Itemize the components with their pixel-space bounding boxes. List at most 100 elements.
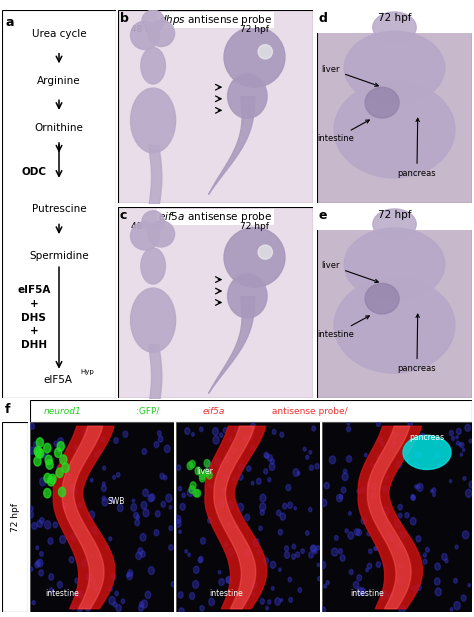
Ellipse shape — [365, 283, 399, 314]
Circle shape — [199, 557, 203, 562]
Circle shape — [123, 431, 128, 437]
Circle shape — [252, 593, 255, 597]
Circle shape — [154, 442, 159, 448]
Circle shape — [30, 423, 35, 429]
Circle shape — [264, 558, 268, 564]
Circle shape — [155, 511, 160, 517]
Circle shape — [294, 507, 297, 510]
Circle shape — [258, 245, 273, 259]
Circle shape — [223, 428, 227, 433]
FancyBboxPatch shape — [118, 207, 313, 398]
Circle shape — [76, 590, 82, 597]
Circle shape — [138, 605, 144, 611]
Ellipse shape — [130, 88, 176, 153]
Circle shape — [195, 489, 201, 497]
Text: 72 hpf: 72 hpf — [240, 222, 269, 231]
Circle shape — [416, 452, 420, 458]
Circle shape — [87, 586, 90, 589]
Circle shape — [128, 569, 133, 576]
Circle shape — [349, 569, 353, 574]
Circle shape — [72, 605, 75, 610]
Circle shape — [301, 549, 304, 553]
Circle shape — [375, 547, 378, 550]
Circle shape — [142, 211, 164, 233]
Circle shape — [367, 532, 370, 536]
Circle shape — [357, 489, 361, 494]
Circle shape — [270, 561, 276, 568]
Circle shape — [284, 552, 290, 558]
Circle shape — [49, 474, 56, 484]
Text: 72 hpf: 72 hpf — [378, 210, 411, 220]
Circle shape — [306, 455, 309, 459]
Circle shape — [312, 426, 316, 431]
Circle shape — [85, 603, 91, 611]
Circle shape — [257, 550, 261, 553]
Circle shape — [218, 571, 221, 574]
Circle shape — [161, 502, 165, 507]
Circle shape — [29, 507, 33, 511]
Circle shape — [445, 559, 448, 563]
Circle shape — [138, 548, 143, 554]
Circle shape — [179, 608, 184, 615]
Circle shape — [423, 559, 427, 564]
Circle shape — [451, 437, 455, 441]
Circle shape — [219, 501, 224, 507]
Circle shape — [356, 529, 362, 536]
Circle shape — [309, 552, 313, 558]
Circle shape — [36, 546, 39, 550]
Circle shape — [140, 534, 146, 541]
Circle shape — [280, 432, 284, 437]
Circle shape — [200, 472, 205, 479]
Circle shape — [127, 573, 132, 580]
Circle shape — [411, 495, 414, 498]
Circle shape — [228, 523, 230, 526]
Text: +: + — [29, 299, 38, 309]
Circle shape — [110, 498, 113, 502]
Circle shape — [399, 605, 405, 613]
Text: liver: liver — [322, 65, 378, 86]
Circle shape — [54, 441, 58, 446]
Circle shape — [36, 560, 40, 566]
Circle shape — [89, 511, 95, 519]
Circle shape — [264, 452, 268, 458]
Circle shape — [97, 555, 100, 558]
Circle shape — [315, 463, 319, 469]
Text: Arginine: Arginine — [37, 76, 81, 86]
Circle shape — [39, 570, 44, 576]
Circle shape — [115, 591, 118, 596]
Ellipse shape — [334, 278, 455, 373]
Circle shape — [342, 473, 348, 481]
Circle shape — [166, 494, 172, 502]
Circle shape — [347, 422, 350, 425]
Circle shape — [69, 557, 74, 563]
Circle shape — [346, 426, 351, 432]
Circle shape — [374, 547, 377, 550]
Circle shape — [98, 450, 101, 453]
Circle shape — [113, 602, 117, 607]
Circle shape — [30, 567, 33, 571]
Circle shape — [366, 568, 368, 572]
Circle shape — [276, 510, 281, 516]
Circle shape — [101, 486, 106, 492]
Ellipse shape — [365, 87, 399, 118]
Circle shape — [57, 581, 63, 588]
Text: 72 hpf: 72 hpf — [10, 502, 19, 531]
Circle shape — [148, 566, 155, 574]
Circle shape — [238, 464, 244, 470]
Circle shape — [73, 489, 77, 494]
Circle shape — [200, 427, 203, 432]
Circle shape — [86, 440, 88, 443]
Circle shape — [442, 553, 447, 560]
Circle shape — [78, 590, 83, 598]
Circle shape — [102, 482, 105, 486]
Circle shape — [142, 449, 146, 455]
Text: DHH: DHH — [21, 340, 47, 350]
Circle shape — [372, 483, 377, 490]
Text: antisense probe/: antisense probe/ — [269, 407, 347, 415]
Text: liver: liver — [322, 261, 378, 283]
Circle shape — [149, 494, 155, 501]
Circle shape — [357, 587, 363, 595]
Circle shape — [160, 473, 164, 479]
Text: pancreas: pancreas — [410, 433, 445, 442]
FancyBboxPatch shape — [2, 422, 28, 612]
